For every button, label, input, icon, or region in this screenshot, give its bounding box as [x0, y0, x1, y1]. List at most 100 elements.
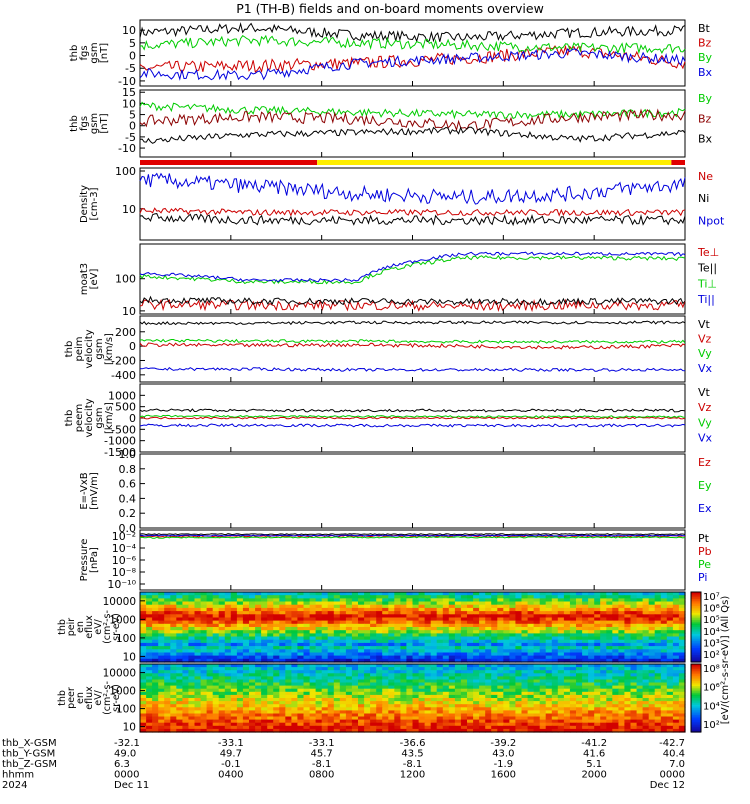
spec-cell: [218, 611, 226, 615]
spec-cell: [249, 620, 256, 625]
spec-cell: [442, 707, 450, 711]
spec-cell: [279, 623, 286, 628]
spec-cell: [206, 620, 214, 625]
spec-cell: [672, 614, 680, 619]
spec-cell: [200, 691, 208, 696]
spec-cell: [164, 646, 171, 650]
spec-cell: [279, 636, 286, 641]
spec-cell: [164, 694, 171, 699]
spec-cell: [509, 698, 517, 702]
spec-cell: [660, 604, 668, 609]
spec-cell: [146, 691, 153, 696]
spec-cell: [442, 636, 450, 641]
spec-cell: [460, 707, 468, 711]
spec-cell: [618, 595, 626, 599]
spec-cell: [242, 627, 250, 631]
spec-cell: [497, 601, 504, 606]
spec-cell: [321, 646, 329, 650]
spec-cell: [176, 601, 183, 606]
spec-cell: [279, 592, 286, 596]
spec-cell: [678, 658, 686, 663]
spec-cell: [521, 595, 529, 599]
spec-cell: [497, 722, 504, 727]
spec-cell: [345, 728, 353, 733]
spec-cell: [236, 670, 244, 674]
spec-cell: [557, 707, 565, 711]
spec-cell: [242, 646, 250, 650]
spec-cell: [358, 620, 365, 625]
spec-cell: [545, 673, 553, 677]
spec-cell: [267, 630, 274, 634]
spec-cell: [515, 670, 523, 674]
spec-cell: [230, 655, 238, 660]
spec-cell: [533, 639, 541, 644]
spec-cell: [388, 630, 395, 634]
spec-cell: [533, 725, 541, 730]
colorbar-cell: [691, 728, 701, 731]
spec-cell: [194, 633, 202, 638]
spec-cell: [515, 642, 523, 647]
spec-cell: [200, 728, 208, 733]
colorbar-tick: 10⁶: [703, 604, 720, 615]
spec-cell: [370, 667, 377, 671]
spec-cell: [503, 679, 510, 684]
spec-cell: [642, 639, 650, 644]
spec-cell: [630, 676, 638, 681]
spec-cell: [660, 704, 668, 708]
ytick-label: 0.8: [119, 463, 137, 476]
colorbar-cell: [691, 660, 701, 663]
spec-cell: [206, 679, 214, 684]
spec-cell: [545, 716, 553, 721]
spec-cell: [642, 652, 650, 657]
spec-cell: [146, 688, 153, 693]
spec-cell: [515, 604, 523, 609]
colorbar-cell: [691, 623, 701, 626]
spec-cell: [212, 598, 220, 603]
spec-cell: [279, 691, 286, 696]
spec-cell: [200, 694, 208, 699]
spec-cell: [261, 623, 268, 628]
spec-cell: [624, 667, 632, 671]
spec-cell: [618, 685, 626, 690]
spec-cell: [442, 688, 450, 693]
spec-cell: [351, 604, 359, 609]
spec-cell: [509, 601, 517, 606]
spec-cell: [146, 664, 153, 668]
spec-cell: [467, 701, 474, 705]
spec-cell: [224, 728, 232, 733]
spec-cell: [309, 676, 317, 681]
spec-cell: [170, 627, 177, 631]
spec-cell: [473, 691, 480, 696]
spec-cell: [200, 667, 208, 671]
spec-cell: [176, 655, 183, 660]
spec-cell: [212, 595, 220, 599]
spec-cell: [261, 595, 268, 599]
spec-ylabel-line: en: [75, 692, 86, 704]
spec-cell: [545, 728, 553, 733]
spec-cell: [582, 707, 589, 711]
spec-ylabel-line: eV/: [93, 618, 104, 634]
spec-cell: [406, 617, 414, 622]
spec-cell: [509, 704, 517, 708]
spec-cell: [557, 685, 565, 690]
spec-cell: [473, 719, 480, 724]
spec-cell: [315, 604, 323, 609]
spec-cell: [678, 704, 686, 708]
spec-cell: [678, 611, 686, 615]
spec-cell: [285, 682, 292, 687]
spec-cell: [297, 592, 305, 596]
spec-cell: [370, 707, 377, 711]
spec-cell: [666, 601, 674, 606]
spec-cell: [351, 658, 359, 663]
spec-cell: [521, 701, 529, 705]
spec-cell: [152, 620, 159, 625]
spec-cell: [236, 649, 244, 654]
spec-frame: [139, 591, 686, 663]
colorbar-cell: [691, 639, 701, 642]
spec-cell: [291, 704, 299, 708]
spec-cell: [394, 704, 401, 708]
spec-cell: [285, 716, 292, 721]
spec-cell: [672, 685, 680, 690]
spec-cell: [224, 639, 232, 644]
